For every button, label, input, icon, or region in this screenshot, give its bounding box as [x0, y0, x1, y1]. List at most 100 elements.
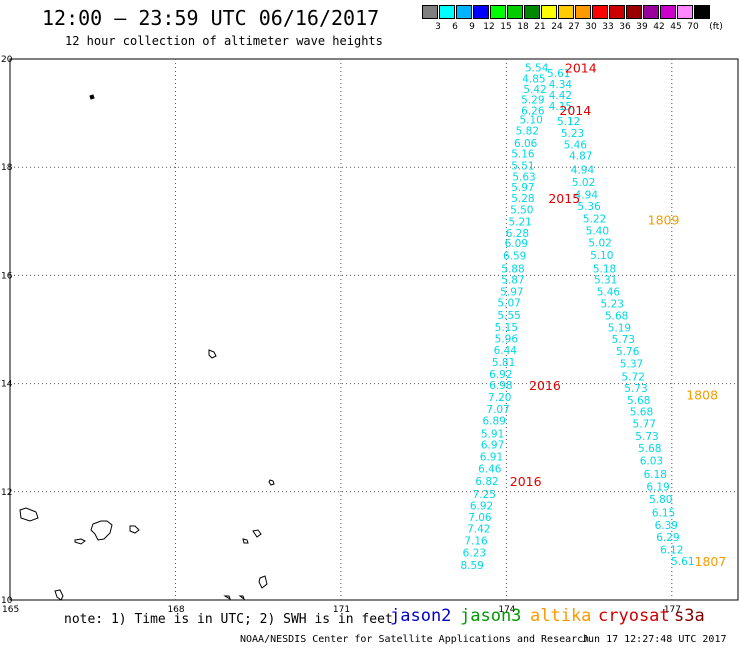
wave-height-value: 6.97: [481, 440, 504, 452]
map-frame: [9, 58, 739, 601]
wave-height-value: 4.94: [571, 164, 595, 176]
wave-height-value: 5.10: [590, 250, 613, 262]
wave-height-value: 6.92: [470, 500, 493, 512]
wave-height-value: 5.73: [624, 383, 647, 395]
wave-height-value: 5.28: [511, 193, 534, 205]
legend-swatch: [439, 5, 455, 19]
credit-line: NOAA/NESDIS Center for Satellite Applica…: [240, 634, 590, 645]
generation-timestamp: Jun 17 12:27:48 UTC 2017: [582, 634, 727, 645]
map-subtitle: 12 hour collection of altimeter wave hei…: [65, 34, 383, 48]
wave-height-value: 5.29: [521, 95, 544, 107]
wave-height-value: 5.97: [500, 287, 523, 299]
wave-height-value: 5.23: [601, 299, 624, 311]
legend-jason2: jason2: [390, 606, 452, 626]
island-outline: [90, 520, 113, 541]
wave-height-value: 5.12: [557, 116, 580, 128]
wave-height-value: 4.42: [549, 90, 572, 102]
legend-value: 21: [534, 22, 546, 32]
x-tick-label: 165: [2, 605, 19, 615]
wave-height-value: 5.55: [497, 310, 520, 322]
wave-height-value: 5.72: [622, 372, 645, 384]
wave-height-value: 5.87: [501, 275, 524, 287]
wave-height-value: 5.21: [508, 216, 531, 228]
wave-height-value: 5.10: [519, 115, 542, 127]
wave-height-value: 6.44: [494, 345, 518, 357]
wave-height-value: 6.12: [660, 545, 683, 557]
wave-height-value: 4.94: [575, 189, 599, 201]
legend-swatch: [456, 5, 472, 19]
wave-height-value: 5.68: [638, 443, 661, 455]
island-outline: [54, 589, 64, 601]
wave-height-value: 5.73: [612, 334, 635, 346]
island-outline: [208, 349, 217, 359]
wave-height-value: 5.96: [495, 334, 519, 346]
legend-s3a: s3a: [674, 606, 705, 626]
wave-height-value: 7.25: [473, 489, 496, 501]
legend-swatch: [541, 5, 557, 19]
island-outline: [223, 595, 231, 601]
wave-height-value: 5.22: [583, 214, 606, 226]
wave-height-value: 5.81: [492, 357, 515, 369]
wave-height-value: 7.06: [468, 512, 492, 524]
wave-height-value: 4.34: [549, 79, 573, 91]
pass-time-label: 2014: [565, 61, 597, 76]
wave-height-value: 5.61: [547, 68, 570, 80]
wave-height-labels: 5.545.614.85 4.345.424.425.294.156.265.12…: [460, 63, 694, 572]
wave-height-value: 7.16: [464, 535, 488, 547]
island-outline: [74, 538, 86, 545]
x-tick-label: 177: [664, 605, 681, 615]
legend-value: 15: [500, 22, 512, 32]
map-grid: [9, 58, 739, 601]
legend-swatch: [677, 5, 693, 19]
wave-height-value: 5.80: [649, 494, 672, 506]
wave-height-value: 6.06: [514, 138, 538, 150]
wave-height-value: 5.46: [597, 287, 621, 299]
legend-value: 6: [452, 22, 458, 32]
wave-height-value: 5.77: [633, 419, 656, 431]
wave-height-value: 4.85: [522, 73, 545, 85]
wave-height-value: 6.59: [503, 250, 526, 262]
legend-value: 30: [585, 22, 597, 32]
wave-height-value: 7.20: [488, 392, 511, 404]
wave-height-value: 5.16: [511, 149, 535, 161]
wave-height-value: 6.91: [480, 452, 503, 464]
legend-value: 3: [435, 22, 441, 32]
wave-height-value: 6.09: [505, 238, 528, 250]
legend-swatch: [507, 5, 523, 19]
wave-height-value: 5.19: [608, 322, 631, 334]
legend-altika: altika: [530, 606, 592, 626]
wave-height-value: 5.51: [511, 161, 534, 173]
land-outlines: [19, 94, 275, 601]
legend-swatch: [422, 5, 438, 19]
wave-height-value: 6.18: [644, 469, 667, 481]
units-note: note: 1) Time is in UTC; 2) SWH is in fe…: [64, 612, 393, 627]
wave-height-value: 5.31: [594, 275, 617, 287]
legend-value: 42: [653, 22, 665, 32]
y-tick-label: 14: [1, 380, 13, 390]
wave-height-value: 5.61: [671, 556, 694, 568]
island-outline: [89, 94, 95, 100]
wave-height-value: 5.15: [495, 322, 518, 334]
wave-height-value: 5.02: [572, 177, 595, 189]
legend-swatch: [626, 5, 642, 19]
legend-swatch: [524, 5, 540, 19]
pass-labels: 2014 2014 2015 1809 2016 1808 2016 1807: [510, 61, 727, 569]
legend-value: 33: [602, 22, 614, 32]
legend-swatch: [592, 5, 608, 19]
legend-swatch: [609, 5, 625, 19]
legend-value: 9: [469, 22, 475, 32]
x-tick-label: 168: [167, 605, 184, 615]
y-tick-label: 10: [1, 596, 13, 606]
legend-unit: (ft): [709, 22, 723, 32]
pass-time-label: 2016: [529, 378, 561, 393]
island-outline: [129, 525, 140, 534]
axis-ticks: 165 168 171 174 177 20 18 16 14 12 10: [1, 55, 681, 615]
wave-height-value: 6.29: [656, 532, 679, 544]
legend-value: 12: [483, 22, 495, 32]
wave-height-value: 5.07: [497, 297, 520, 309]
wave-height-value: 4.15: [549, 101, 572, 113]
legend-value: 70: [687, 22, 699, 32]
wave-height-value: 6.89: [483, 415, 506, 427]
wave-height-value: 5.76: [616, 346, 640, 358]
